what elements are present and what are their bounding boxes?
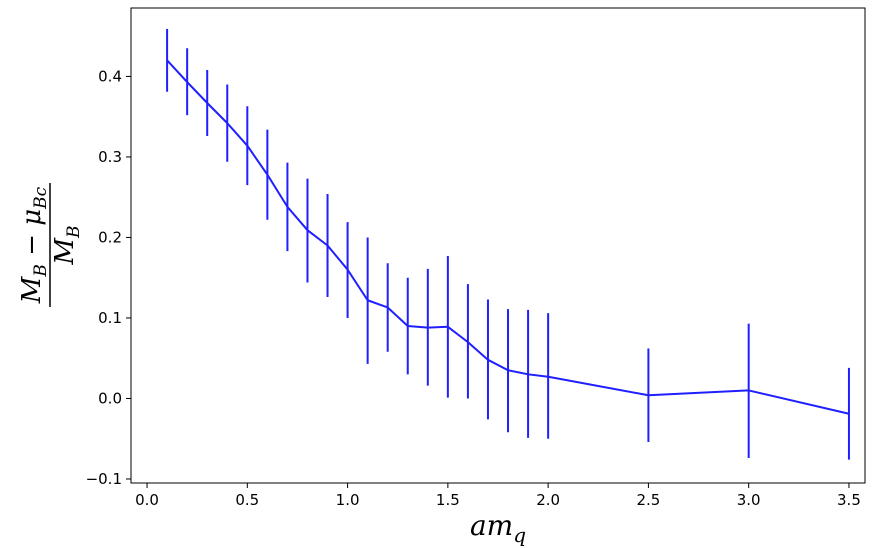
- y-tick-label: 0.4: [98, 67, 122, 85]
- plot-frame: [130, 7, 866, 484]
- x-tick-label: 1.0: [336, 491, 360, 509]
- y-axis-label: MB − μBc MB: [17, 183, 84, 307]
- x-axis-label: amq: [470, 509, 526, 547]
- x-tick-label: 0.5: [235, 491, 259, 509]
- x-tick-label: 2.0: [536, 491, 560, 509]
- plot-marks: [166, 28, 850, 460]
- x-tick-label: 0.0: [135, 491, 159, 509]
- x-tick-label: 1.5: [436, 491, 460, 509]
- y-tick-label: −0.1: [86, 470, 122, 488]
- x-tick-label: 3.5: [837, 491, 861, 509]
- x-tick-label: 3.0: [737, 491, 761, 509]
- svg-text:MB: MB: [50, 225, 84, 265]
- y-tick-label: 0.2: [98, 228, 122, 246]
- y-tick-label: 0.0: [98, 389, 122, 407]
- y-tick-label: 0.3: [98, 148, 122, 166]
- svg-text:MB − μBc: MB − μBc: [17, 186, 51, 304]
- y-tick-label: 0.1: [98, 309, 122, 327]
- axis-ticks: 0.0 0.5 1.0 1.5 2.0 2.5 3.0 3.5 −0.1 0.0 0.1 0.2 0.3…: [86, 67, 861, 509]
- x-tick-label: 2.5: [636, 491, 660, 509]
